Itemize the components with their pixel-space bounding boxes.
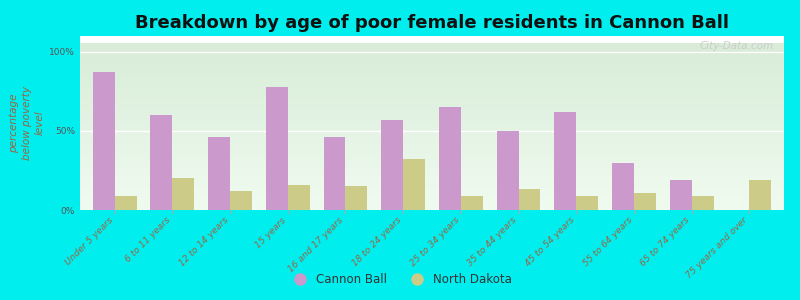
Bar <box>266 87 288 210</box>
Bar <box>172 178 194 210</box>
Bar <box>692 196 714 210</box>
Bar <box>208 137 230 210</box>
Bar <box>323 137 346 210</box>
Bar <box>403 159 425 210</box>
Bar <box>634 193 656 210</box>
Bar <box>554 112 576 210</box>
Text: City-Data.com: City-Data.com <box>699 41 774 51</box>
Bar <box>93 72 114 210</box>
Y-axis label: percentage
below poverty
level: percentage below poverty level <box>9 86 45 160</box>
Bar <box>576 196 598 210</box>
Bar <box>518 189 541 210</box>
Bar <box>670 180 692 210</box>
Title: Breakdown by age of poor female residents in Cannon Ball: Breakdown by age of poor female resident… <box>135 14 729 32</box>
Bar <box>382 120 403 210</box>
Bar <box>750 180 771 210</box>
Bar <box>612 163 634 210</box>
Bar <box>497 131 518 210</box>
Bar <box>114 196 137 210</box>
Bar <box>288 185 310 210</box>
Bar <box>230 191 252 210</box>
Bar <box>150 115 172 210</box>
Legend: Cannon Ball, North Dakota: Cannon Ball, North Dakota <box>283 269 517 291</box>
Bar <box>461 196 482 210</box>
Bar <box>439 107 461 210</box>
Bar <box>346 186 367 210</box>
